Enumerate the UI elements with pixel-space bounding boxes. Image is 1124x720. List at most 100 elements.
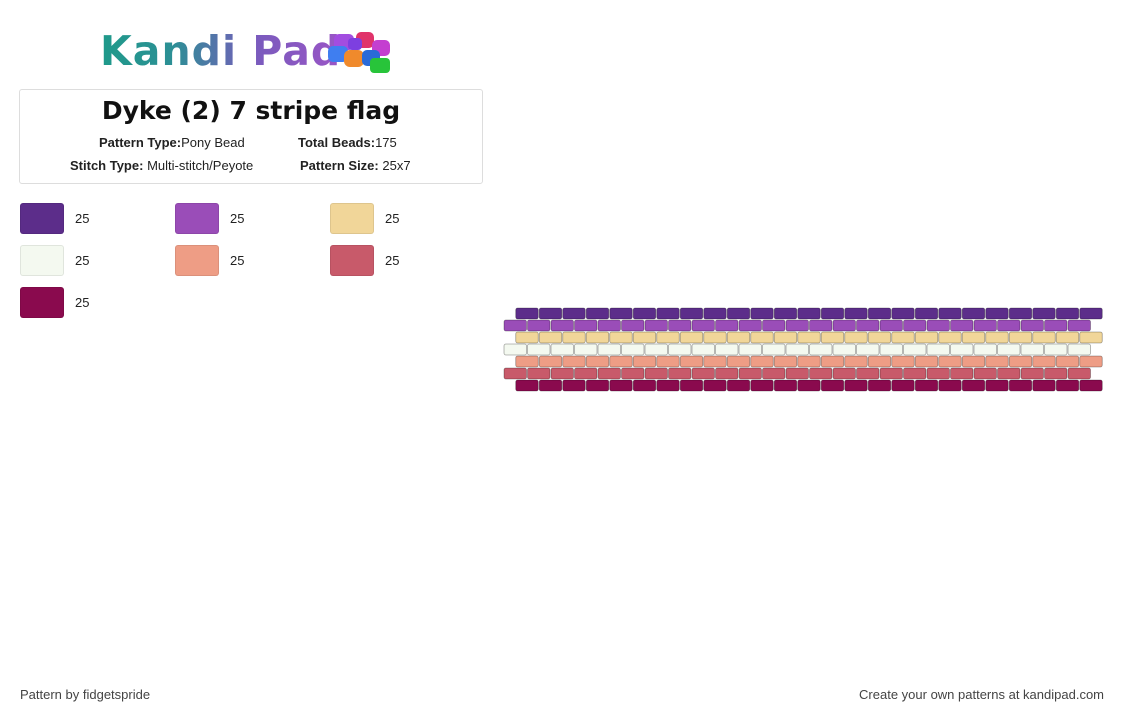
pattern-type-value: Pony Bead [181, 135, 245, 150]
palette-swatch[interactable] [330, 245, 374, 276]
bead [550, 367, 574, 380]
bead [832, 367, 856, 380]
bead [891, 355, 915, 368]
palette-swatch[interactable] [20, 203, 64, 234]
bead [903, 319, 927, 332]
bead [1079, 355, 1103, 368]
bead [809, 367, 833, 380]
bead [585, 331, 610, 344]
bead [1055, 355, 1080, 368]
bead [1079, 331, 1103, 344]
bead [914, 331, 939, 344]
bead [679, 379, 704, 392]
bead [914, 379, 939, 392]
bead [550, 343, 574, 356]
bead [726, 307, 751, 320]
bead [503, 319, 527, 332]
bead [938, 355, 962, 368]
bead [809, 343, 833, 356]
bead [527, 367, 551, 380]
bead [515, 355, 539, 368]
bead [997, 319, 1021, 332]
bead [632, 331, 657, 344]
palette-swatch[interactable] [20, 287, 64, 318]
bead [562, 355, 586, 368]
bead [621, 343, 645, 356]
bead [773, 379, 798, 392]
palette-swatch[interactable] [175, 203, 219, 234]
bead [1008, 307, 1033, 320]
bead [1044, 319, 1068, 332]
bead [656, 331, 680, 344]
bead [562, 379, 586, 392]
bead [538, 379, 563, 392]
bead [703, 379, 727, 392]
bead [562, 307, 586, 320]
bead [985, 307, 1009, 320]
bead [938, 379, 962, 392]
bead [691, 343, 715, 356]
bead [703, 355, 727, 368]
pattern-size-value: 25x7 [382, 158, 411, 173]
bead [879, 343, 903, 356]
palette-swatch[interactable] [330, 203, 374, 234]
stitch-type-label: Stitch Type: [70, 158, 144, 173]
palette-swatch[interactable] [20, 245, 64, 276]
kandipad-logo[interactable]: Kandi Pad [100, 22, 390, 80]
pattern-size: Pattern Size: 25x7 [300, 158, 411, 173]
pattern-title: Dyke (2) 7 stripe flag [101, 96, 401, 125]
bead [703, 331, 727, 344]
bead [844, 331, 868, 344]
bead [926, 367, 950, 380]
bead [926, 319, 950, 332]
bead [574, 319, 598, 332]
bead [879, 367, 903, 380]
bead [515, 331, 539, 344]
bead [574, 343, 598, 356]
bead [515, 379, 539, 392]
bead [703, 307, 727, 320]
bead [1008, 331, 1033, 344]
bead [656, 307, 680, 320]
bead [656, 379, 680, 392]
bead [750, 355, 774, 368]
pattern-size-label: Pattern Size: [300, 158, 379, 173]
bead [914, 307, 939, 320]
bead [1032, 379, 1056, 392]
pattern-info-card: Dyke (2) 7 stripe flag Pattern Type:Pony… [19, 89, 483, 184]
bead [515, 307, 539, 320]
bead [950, 367, 974, 380]
bead [609, 379, 633, 392]
bead [820, 307, 845, 320]
bead [679, 355, 704, 368]
bead [973, 319, 997, 332]
bead [1032, 307, 1056, 320]
bead [609, 307, 633, 320]
bead [773, 307, 798, 320]
kandipad-link[interactable]: Create your own patterns at kandipad.com [859, 687, 1104, 702]
palette-count: 25 [75, 211, 90, 226]
bead [785, 319, 809, 332]
bead [891, 331, 915, 344]
bead [715, 367, 739, 380]
bead [609, 331, 633, 344]
bead [668, 343, 692, 356]
bead [856, 319, 880, 332]
bead [1055, 331, 1080, 344]
palette-count: 25 [385, 211, 400, 226]
bead [926, 343, 950, 356]
palette-swatch[interactable] [175, 245, 219, 276]
bead [844, 307, 868, 320]
bead [1067, 319, 1091, 332]
bead [1044, 367, 1068, 380]
bead [1020, 367, 1044, 380]
bead [797, 355, 821, 368]
bead [1055, 307, 1080, 320]
bead [538, 331, 563, 344]
bead [820, 379, 845, 392]
bead [527, 319, 551, 332]
bead [738, 319, 762, 332]
bead [1020, 319, 1044, 332]
bead [820, 355, 845, 368]
bead [550, 319, 574, 332]
